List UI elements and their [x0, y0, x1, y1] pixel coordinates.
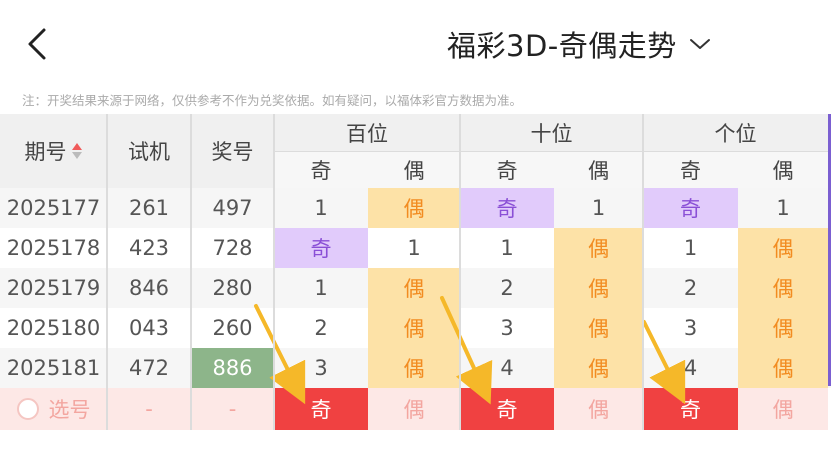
header-draw: 奖号 — [191, 114, 274, 188]
test-cell: 261 — [128, 196, 170, 220]
title-dropdown[interactable]: 福彩3D-奇偶走势 — [447, 22, 711, 66]
trend-cell: 偶 — [554, 348, 643, 388]
trend-cell: 偶 — [368, 268, 460, 308]
table-row: 2025181 472 886 3 偶 4 偶 4 偶 — [0, 348, 831, 388]
page-title: 福彩3D-奇偶走势 — [447, 29, 677, 63]
header-group-1: 百位 — [274, 114, 460, 152]
pick-label: 选号 — [48, 398, 91, 422]
pick-option[interactable]: 偶 — [738, 388, 828, 430]
header-group-2: 十位 — [460, 114, 643, 152]
trend-cell: 2 — [683, 276, 698, 300]
trend-cell: 奇 — [460, 188, 554, 228]
pick-option[interactable]: 奇 — [643, 388, 738, 430]
issue-cell: 2025178 — [6, 236, 101, 260]
trend-cell: 4 — [683, 356, 698, 380]
trend-cell: 1 — [407, 236, 421, 260]
trend-cell: 1 — [314, 196, 328, 220]
draw-cell: 728 — [212, 236, 253, 260]
header-test: 试机 — [107, 114, 191, 188]
pick-option[interactable]: 奇 — [460, 388, 554, 430]
trend-cell: 3 — [314, 356, 328, 380]
column-divider — [106, 114, 108, 430]
scroll-edge — [828, 114, 831, 386]
chevron-down-icon — [689, 39, 710, 49]
column-divider — [459, 114, 461, 430]
trend-cell: 2 — [500, 276, 514, 300]
column-divider — [642, 114, 644, 430]
table-row: 2025179 846 280 1 偶 2 偶 2 偶 — [0, 268, 831, 308]
trend-cell: 1 — [776, 196, 790, 220]
issue-cell: 2025179 — [6, 276, 101, 300]
header-even-1: 偶 — [368, 152, 460, 188]
issue-cell: 2025180 — [6, 316, 101, 340]
pick-label-cell[interactable]: 选号 — [0, 388, 107, 430]
column-divider — [190, 114, 192, 430]
trend-cell: 4 — [500, 356, 514, 380]
trend-cell: 偶 — [738, 348, 828, 388]
trend-cell: 偶 — [738, 268, 828, 308]
disclaimer-notice: 注：开奖结果来源于网络，仅供参考不作为兑奖依据。如有疑问，以福体彩官方数据为准。 — [22, 93, 523, 108]
pick-row: 选号 - - 奇偶奇偶奇偶 — [0, 388, 831, 430]
header-group-3: 个位 — [643, 114, 828, 152]
trend-cell: 偶 — [368, 308, 460, 348]
header-even-3: 偶 — [738, 152, 828, 188]
draw-cell: 260 — [212, 316, 253, 340]
trend-cell: 1 — [314, 276, 328, 300]
header-even-2: 偶 — [554, 152, 643, 188]
trend-cell: 2 — [314, 316, 328, 340]
pick-draw: - — [191, 388, 274, 430]
trend-cell: 偶 — [554, 268, 643, 308]
draw-cell: 886 — [191, 348, 274, 388]
header-odd-3: 奇 — [643, 152, 738, 188]
header-issue-label: 期号 — [24, 140, 67, 164]
pick-option[interactable]: 偶 — [368, 388, 460, 430]
header-issue[interactable]: 期号 — [0, 114, 107, 188]
pick-option[interactable]: 偶 — [554, 388, 643, 430]
trend-cell: 奇 — [274, 228, 368, 268]
trend-cell: 偶 — [554, 228, 643, 268]
trend-cell: 偶 — [368, 188, 460, 228]
test-cell: 423 — [128, 236, 170, 260]
table-row: 2025177 261 497 1 偶奇 1 奇 1 — [0, 188, 831, 228]
pick-test: - — [107, 388, 191, 430]
chevron-left-icon[interactable] — [18, 24, 58, 64]
table-header: 期号 试机 奖号 百位奇偶十位奇偶个位奇偶 — [0, 114, 831, 188]
draw-cell: 280 — [212, 276, 253, 300]
column-divider — [273, 114, 275, 430]
trend-cell: 1 — [591, 196, 606, 220]
issue-cell: 2025181 — [6, 356, 101, 380]
trend-cell: 3 — [683, 316, 698, 340]
issue-cell: 2025177 — [6, 196, 101, 220]
trend-cell: 偶 — [368, 348, 460, 388]
trend-cell: 偶 — [738, 228, 828, 268]
radio-icon[interactable] — [16, 398, 39, 420]
top-bar: 福彩3D-奇偶走势 — [0, 0, 831, 88]
table-row: 2025180 043 260 2 偶 3 偶 3 偶 — [0, 308, 831, 348]
test-cell: 043 — [128, 316, 170, 340]
sort-icon — [71, 143, 82, 159]
trend-cell: 奇 — [643, 188, 738, 228]
test-cell: 472 — [128, 356, 170, 380]
table-row: 2025178 423 728 奇 1 1 偶 1 偶 — [0, 228, 831, 268]
trend-cell: 3 — [500, 316, 514, 340]
trend-cell: 1 — [683, 236, 698, 260]
draw-cell: 497 — [212, 196, 253, 220]
pick-option[interactable]: 奇 — [274, 388, 368, 430]
test-cell: 846 — [128, 276, 170, 300]
trend-cell: 1 — [500, 236, 514, 260]
trend-cell: 偶 — [738, 308, 828, 348]
trend-cell: 偶 — [554, 308, 643, 348]
header-odd-2: 奇 — [460, 152, 554, 188]
header-odd-1: 奇 — [274, 152, 368, 188]
